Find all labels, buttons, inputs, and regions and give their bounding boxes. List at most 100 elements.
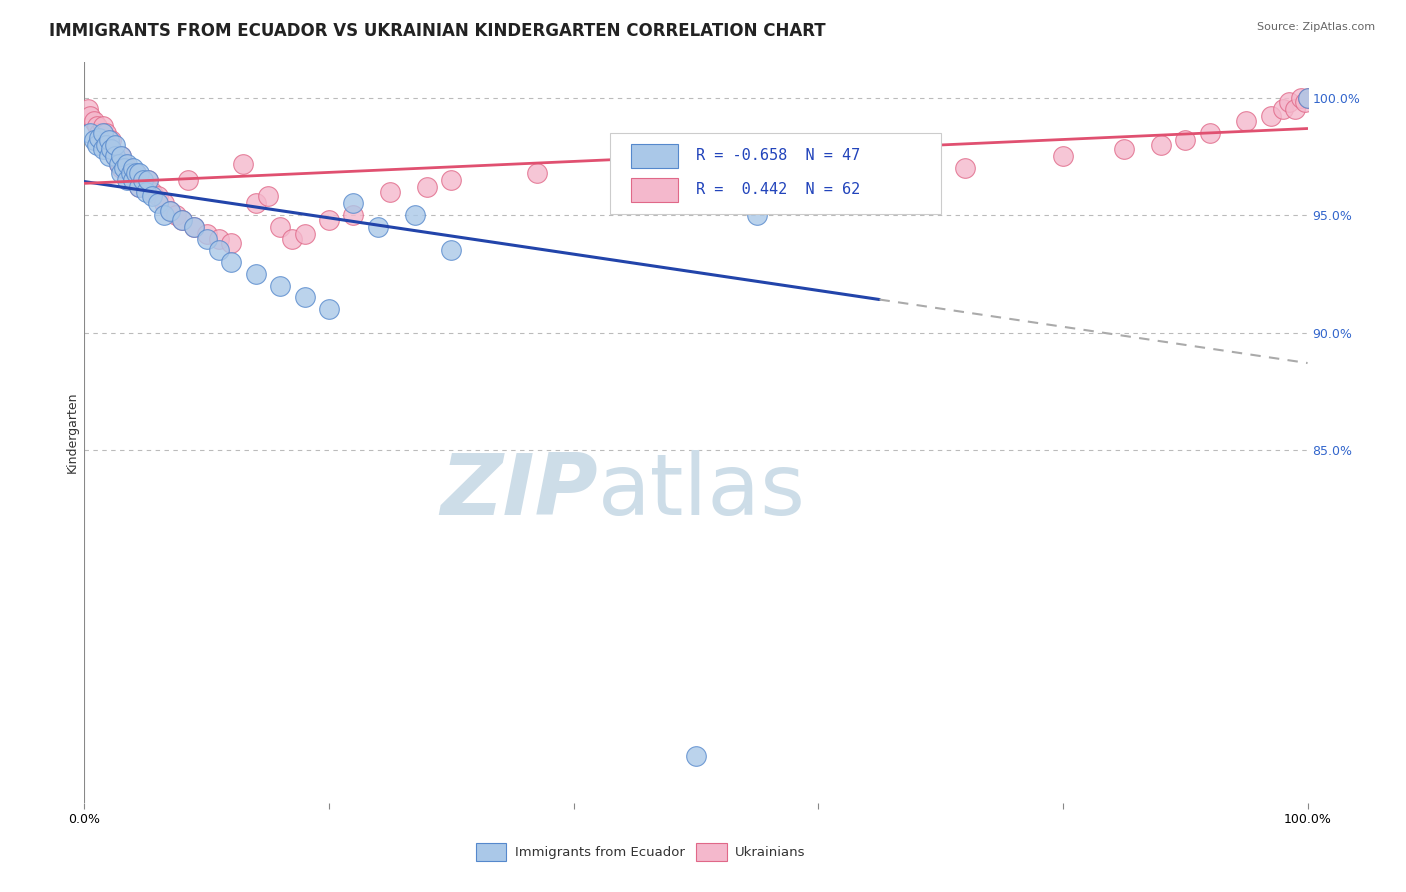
Y-axis label: Kindergarten: Kindergarten <box>66 392 79 474</box>
Point <box>1150 137 1173 152</box>
Text: R = -0.658  N = 47: R = -0.658 N = 47 <box>696 148 860 163</box>
Point <box>1052 149 1074 163</box>
Point <box>146 196 169 211</box>
Point <box>110 149 132 163</box>
Point <box>159 203 181 218</box>
Point <box>86 137 108 152</box>
Point <box>141 189 163 203</box>
Point <box>367 219 389 234</box>
Bar <box>631 144 678 168</box>
Point <box>132 173 155 187</box>
Point <box>104 149 127 163</box>
Point <box>219 255 242 269</box>
Point <box>1291 91 1313 105</box>
Point <box>97 149 120 163</box>
Text: Immigrants from Ecuador: Immigrants from Ecuador <box>515 846 685 859</box>
Point <box>104 149 127 163</box>
Point <box>747 208 769 222</box>
Point <box>107 156 129 170</box>
Point <box>120 166 142 180</box>
Point <box>153 196 176 211</box>
Point <box>122 173 145 187</box>
Point <box>128 166 150 180</box>
Point <box>1284 103 1306 117</box>
Point <box>86 119 108 133</box>
Point <box>122 161 145 176</box>
Point <box>141 185 163 199</box>
Point <box>97 137 120 152</box>
Point <box>91 133 114 147</box>
Point <box>1236 114 1258 128</box>
Point <box>135 185 157 199</box>
Point <box>183 219 205 234</box>
Point <box>183 219 205 234</box>
Point <box>91 119 114 133</box>
Point <box>91 126 114 140</box>
Point <box>245 196 267 211</box>
Point <box>416 180 439 194</box>
Point <box>269 219 291 234</box>
Bar <box>475 843 506 862</box>
Point <box>100 133 122 147</box>
Point <box>100 142 122 156</box>
Point <box>1260 110 1282 124</box>
Point <box>79 110 101 124</box>
Point <box>1272 103 1295 117</box>
Point <box>172 213 194 227</box>
Point <box>112 161 135 176</box>
Point <box>112 156 135 170</box>
Point <box>165 208 187 222</box>
FancyBboxPatch shape <box>610 133 941 214</box>
Point <box>115 161 138 176</box>
Point <box>132 173 155 187</box>
Point <box>281 232 304 246</box>
Point <box>318 302 340 317</box>
Point <box>294 227 316 241</box>
Point <box>115 156 138 170</box>
Point <box>195 232 218 246</box>
Point <box>77 103 100 117</box>
Point <box>172 213 194 227</box>
Text: atlas: atlas <box>598 450 806 533</box>
Point <box>110 161 132 176</box>
Point <box>195 227 218 241</box>
Point <box>125 166 148 180</box>
Point <box>110 149 132 163</box>
Point <box>122 173 145 187</box>
Point <box>107 156 129 170</box>
Point <box>146 189 169 203</box>
Text: Source: ZipAtlas.com: Source: ZipAtlas.com <box>1257 22 1375 32</box>
Point <box>110 166 132 180</box>
Text: ZIP: ZIP <box>440 450 598 533</box>
Point <box>1114 142 1136 156</box>
Point <box>440 244 463 258</box>
Point <box>257 189 280 203</box>
Point <box>1198 126 1220 140</box>
Point <box>104 137 127 152</box>
Point <box>135 180 157 194</box>
Point <box>115 173 138 187</box>
Point <box>100 142 122 156</box>
Point <box>83 133 105 147</box>
Point <box>177 173 200 187</box>
Text: IMMIGRANTS FROM ECUADOR VS UKRAINIAN KINDERGARTEN CORRELATION CHART: IMMIGRANTS FROM ECUADOR VS UKRAINIAN KIN… <box>49 22 825 40</box>
Point <box>685 748 707 763</box>
Point <box>342 196 364 211</box>
Point <box>128 180 150 194</box>
Point <box>1278 95 1301 110</box>
Point <box>136 173 159 187</box>
Point <box>219 236 242 251</box>
Point <box>318 213 340 227</box>
Point <box>294 290 316 304</box>
Point <box>87 130 110 145</box>
Point <box>83 114 105 128</box>
Point <box>953 161 976 176</box>
Point <box>91 142 114 156</box>
Point <box>79 126 101 140</box>
Text: Ukrainians: Ukrainians <box>735 846 806 859</box>
Point <box>1294 95 1316 110</box>
Point <box>125 166 148 180</box>
Bar <box>696 843 727 862</box>
Point <box>208 244 231 258</box>
Bar <box>631 178 678 202</box>
